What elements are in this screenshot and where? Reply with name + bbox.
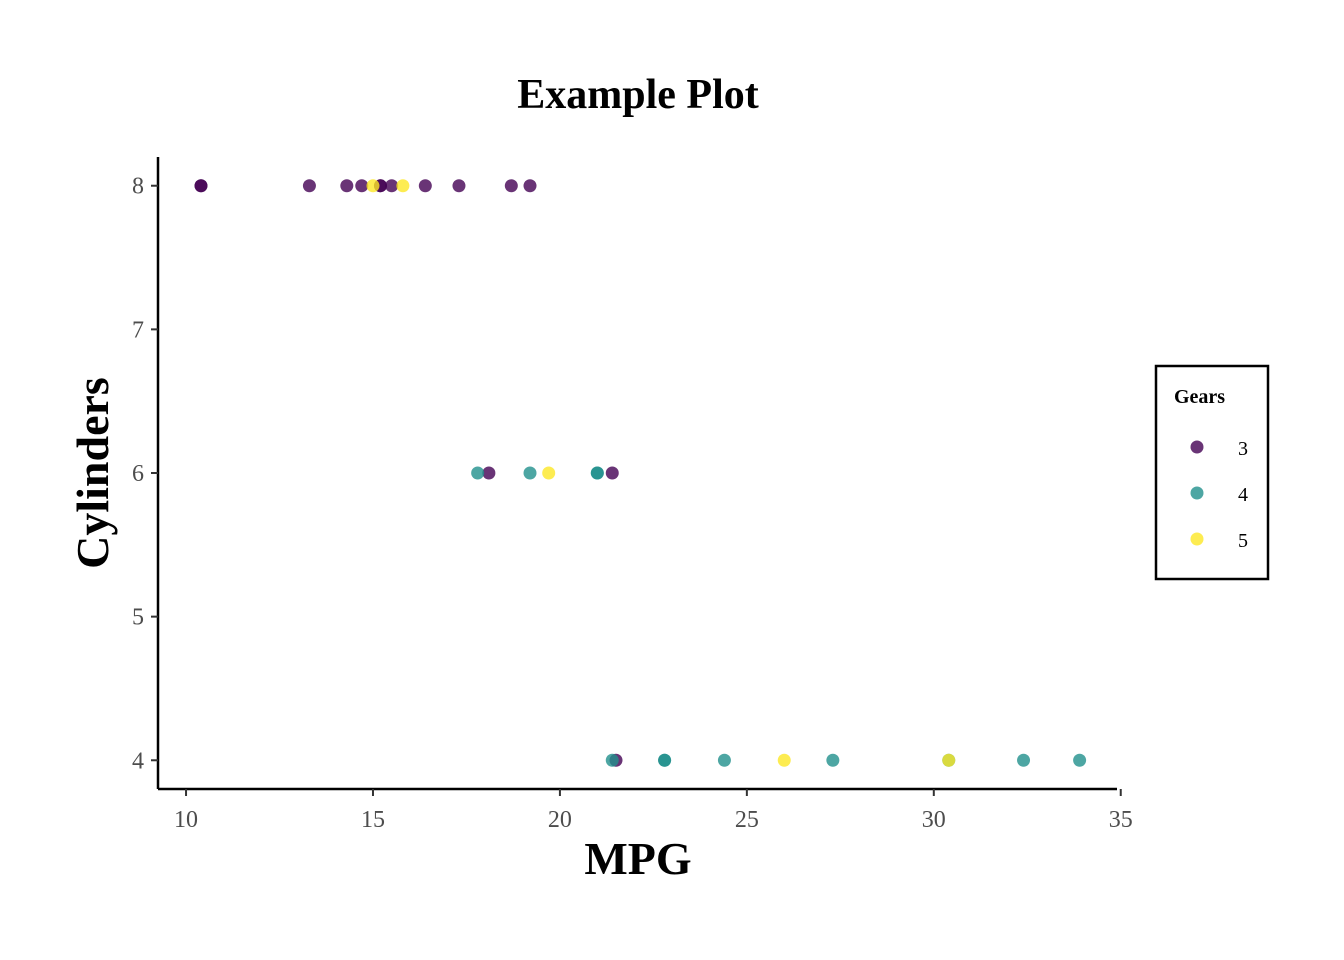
data-point-gear-3: [355, 179, 369, 193]
data-point-gear-4: [523, 466, 537, 480]
y-tick-label: 8: [132, 174, 144, 200]
data-point-gear-5: [366, 179, 380, 193]
data-point-gear-4: [605, 753, 619, 767]
legend: Gears 3 4 5: [1154, 364, 1270, 581]
x-tick-label: 30: [922, 807, 946, 833]
points-layer: [194, 179, 1087, 767]
x-tick-label: 35: [1109, 807, 1133, 833]
y-tick-label: 5: [132, 605, 144, 631]
data-point-gear-4: [717, 753, 731, 767]
y-axis-title: Cylinders: [67, 377, 118, 569]
legend-label-3: 3: [1238, 438, 1248, 460]
x-ticks: 10 15 20 25 30 35: [174, 789, 1133, 833]
data-point-gear-3: [504, 179, 518, 193]
legend-label-4: 4: [1238, 484, 1248, 506]
data-point-gear-4: [1073, 753, 1087, 767]
data-point-gear-4: [826, 753, 840, 767]
data-point-gear-3: [340, 179, 354, 193]
data-point-gear-4: [471, 466, 485, 480]
y-tick-label: 4: [132, 748, 144, 774]
y-ticks: 4 5 6 7 8: [132, 174, 158, 774]
data-point-gear-5: [942, 753, 956, 767]
legend-key-4: [1190, 486, 1204, 500]
data-point-gear-3: [302, 179, 316, 193]
legend-key-3: [1190, 440, 1204, 454]
data-point-gear-3: [605, 466, 619, 480]
x-tick-label: 20: [548, 807, 572, 833]
data-point-gear-3: [418, 179, 432, 193]
legend-items: 3 4 5: [1190, 438, 1248, 552]
data-point-gear-5: [777, 753, 791, 767]
data-point-gear-4: [590, 466, 604, 480]
data-point-gear-3: [482, 466, 496, 480]
legend-label-5: 5: [1238, 530, 1248, 552]
data-point-gear-4: [658, 753, 672, 767]
data-point-gear-4: [1017, 753, 1031, 767]
y-tick-label: 7: [132, 317, 144, 343]
x-axis-title: MPG: [584, 833, 691, 884]
x-tick-label: 10: [174, 807, 198, 833]
data-point-gear-3: [194, 179, 208, 193]
data-point-gear-3: [385, 179, 399, 193]
legend-key-5: [1190, 532, 1204, 546]
chart-title: Example Plot: [517, 72, 758, 118]
x-tick-label: 15: [361, 807, 385, 833]
legend-title: Gears: [1174, 386, 1225, 408]
data-point-gear-3: [452, 179, 466, 193]
data-point-gear-5: [542, 466, 556, 480]
data-point-gear-3: [523, 179, 537, 193]
data-point-gear-5: [396, 179, 410, 193]
y-tick-label: 6: [132, 461, 144, 487]
legend-box: [1154, 364, 1270, 581]
x-tick-label: 25: [735, 807, 759, 833]
